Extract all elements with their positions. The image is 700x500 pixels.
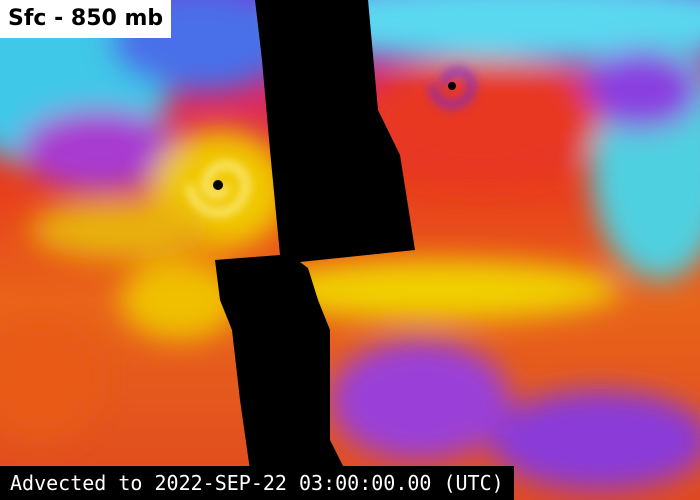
timestamp: Advected to 2022-SEP-22 03:00:00.00 (UTC… (0, 466, 514, 500)
layer-title: Sfc - 850 mb (0, 0, 172, 38)
